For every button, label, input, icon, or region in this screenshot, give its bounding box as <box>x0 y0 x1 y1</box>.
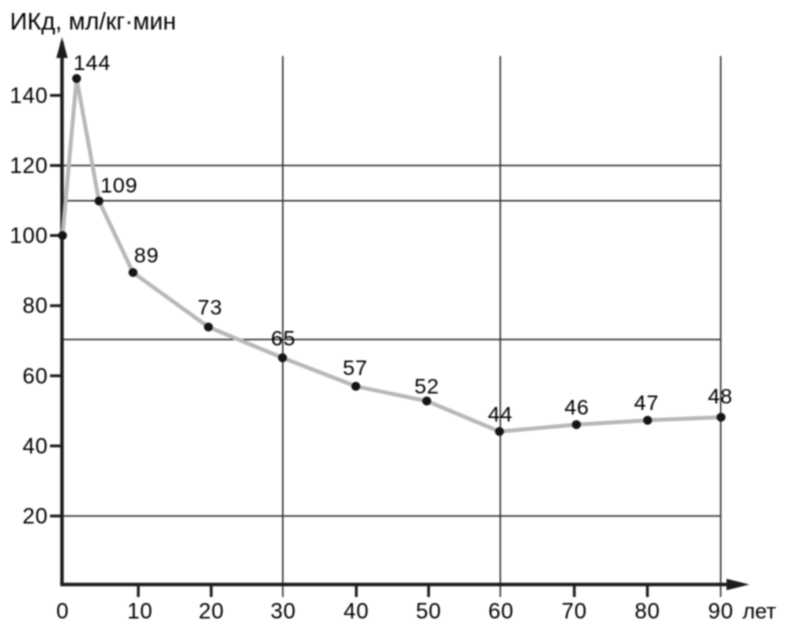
svg-text:144: 144 <box>73 51 110 75</box>
svg-text:120: 120 <box>10 153 48 178</box>
svg-text:44: 44 <box>488 403 513 427</box>
svg-text:20: 20 <box>199 599 224 624</box>
svg-text:20: 20 <box>23 504 48 529</box>
svg-text:0: 0 <box>56 599 69 624</box>
svg-text:ИКд, мл/кг·мин: ИКд, мл/кг·мин <box>10 9 176 36</box>
svg-text:48: 48 <box>708 385 733 409</box>
svg-text:60: 60 <box>23 363 48 388</box>
svg-text:52: 52 <box>414 375 439 399</box>
svg-text:10: 10 <box>127 599 152 624</box>
svg-text:46: 46 <box>564 396 589 420</box>
svg-text:65: 65 <box>271 327 296 351</box>
svg-text:30: 30 <box>270 599 295 624</box>
svg-text:89: 89 <box>134 244 159 268</box>
svg-text:40: 40 <box>23 433 48 458</box>
svg-text:57: 57 <box>343 356 368 380</box>
svg-text:лет: лет <box>743 600 777 624</box>
svg-text:80: 80 <box>23 293 48 318</box>
svg-text:70: 70 <box>562 599 587 624</box>
svg-text:60: 60 <box>488 599 513 624</box>
svg-text:100: 100 <box>10 223 48 248</box>
svg-text:47: 47 <box>634 391 659 415</box>
svg-text:109: 109 <box>100 174 137 198</box>
svg-text:140: 140 <box>10 83 48 108</box>
svg-text:40: 40 <box>344 599 369 624</box>
svg-text:50: 50 <box>416 599 441 624</box>
svg-text:80: 80 <box>635 599 660 624</box>
svg-text:73: 73 <box>198 296 223 320</box>
svg-text:90: 90 <box>708 599 733 624</box>
